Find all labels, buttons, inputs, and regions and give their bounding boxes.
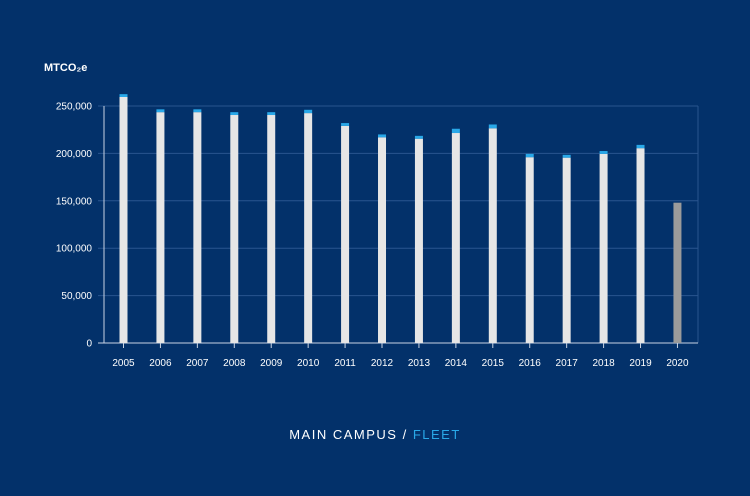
bar-fleet-2006 bbox=[156, 109, 165, 113]
x-tick-label: 2019 bbox=[629, 358, 652, 369]
y-tick-label: 0 bbox=[86, 339, 92, 350]
bar-main-campus-2005 bbox=[119, 96, 128, 343]
bar-fleet-2010 bbox=[304, 109, 313, 114]
x-tick-label: 2012 bbox=[371, 358, 394, 369]
x-tick-labels: 2005 2006 2007 2008 2009 2010 2011 2012 2013 2014… bbox=[112, 358, 689, 369]
bar-fleet-2018 bbox=[599, 151, 608, 154]
bar-fleet-2013 bbox=[414, 135, 423, 139]
chart-caption: MAIN CAMPUS / FLEET bbox=[0, 427, 750, 442]
x-tick-label: 2018 bbox=[592, 358, 615, 369]
y-tick-label: 150,000 bbox=[56, 196, 93, 207]
bar-fleet-2015 bbox=[488, 124, 497, 129]
y-tick-label: 100,000 bbox=[56, 244, 93, 255]
y-tick-label: 50,000 bbox=[61, 291, 92, 302]
x-tick-label: 2016 bbox=[519, 358, 542, 369]
x-tick-label: 2009 bbox=[260, 358, 283, 369]
bar-fleet-2019 bbox=[636, 144, 645, 149]
x-tick-label: 2005 bbox=[112, 358, 135, 369]
x-tick-label: 2007 bbox=[186, 358, 209, 369]
bar-fleet-2009 bbox=[267, 112, 276, 116]
bar-fleet-2016 bbox=[525, 153, 534, 158]
caption-fleet: FLEET bbox=[412, 427, 461, 442]
y-tick-label: 250,000 bbox=[56, 102, 93, 113]
bar-main-campus-2015 bbox=[488, 128, 497, 343]
y-axis-label: MTCO₂e bbox=[44, 62, 87, 74]
bar-main-campus-2017 bbox=[562, 157, 571, 343]
bar-main-campus-2011 bbox=[341, 125, 350, 344]
x-tick-label: 2006 bbox=[149, 358, 172, 369]
x-tick-label: 2020 bbox=[666, 358, 689, 369]
bar-fleet-2011 bbox=[341, 123, 350, 126]
gridlines bbox=[98, 105, 699, 348]
bar-main-campus-2008 bbox=[230, 115, 239, 343]
bar-main-campus-2018 bbox=[599, 153, 608, 343]
bar-main-campus-2006 bbox=[156, 112, 165, 343]
x-tick-label: 2017 bbox=[556, 358, 579, 369]
x-tick-label: 2013 bbox=[408, 358, 431, 369]
bar-fleet-2017 bbox=[562, 154, 571, 158]
y-tick-label: 200,000 bbox=[56, 149, 93, 160]
x-tick-label: 2015 bbox=[482, 358, 505, 369]
x-tick-label: 2010 bbox=[297, 358, 320, 369]
bar-main-campus-2010 bbox=[304, 113, 313, 343]
bars bbox=[119, 94, 682, 344]
caption-separator: / bbox=[402, 427, 408, 442]
bar-fleet-2014 bbox=[451, 128, 460, 134]
bar-main-campus-2013 bbox=[414, 138, 423, 343]
bar-main-campus-2009 bbox=[267, 115, 276, 343]
x-tick-label: 2011 bbox=[334, 358, 356, 369]
bar-main-campus-2016 bbox=[525, 157, 534, 343]
bar-main-campus-2007 bbox=[193, 112, 202, 343]
bar-main-campus-2012 bbox=[378, 137, 387, 343]
x-tick-label: 2008 bbox=[223, 358, 246, 369]
bar-main-campus-2014 bbox=[451, 133, 460, 343]
bar-fleet-2012 bbox=[378, 134, 387, 138]
bar-main-campus-2020 bbox=[673, 202, 682, 343]
bar-fleet-2007 bbox=[193, 109, 202, 113]
bar-fleet-2008 bbox=[230, 112, 239, 116]
bar-fleet-2005 bbox=[119, 94, 128, 97]
x-tick-label: 2014 bbox=[445, 358, 468, 369]
caption-main-campus: MAIN CAMPUS bbox=[289, 427, 398, 442]
y-tick-labels: 0 50,000 100,000 150,000 200,000 250,000 bbox=[56, 102, 93, 350]
bar-main-campus-2019 bbox=[636, 148, 645, 343]
